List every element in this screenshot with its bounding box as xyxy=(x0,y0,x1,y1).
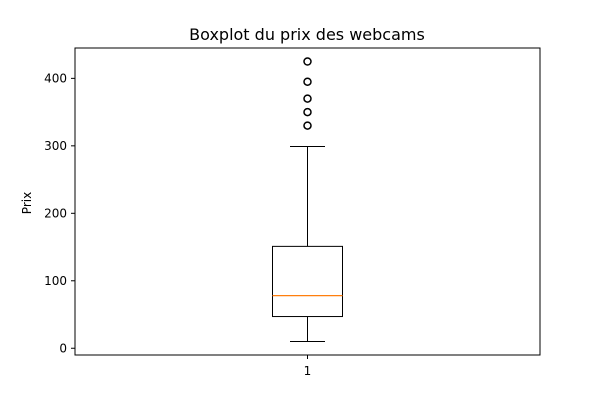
outlier-point xyxy=(303,121,312,130)
y-tick-label: 400 xyxy=(44,71,67,85)
plot-area: 0 100 200 300 400 1 xyxy=(44,57,343,378)
y-axis-label: Prix xyxy=(20,192,34,214)
y-tick-label: 200 xyxy=(44,206,67,220)
chart-title: Boxplot du prix des webcams xyxy=(189,25,425,44)
outlier-point xyxy=(303,77,312,86)
y-tick-label: 0 xyxy=(59,341,67,355)
outlier-point xyxy=(303,107,312,117)
outlier-point xyxy=(303,57,312,66)
plot-frame xyxy=(74,47,541,356)
x-tick-label: 1 xyxy=(304,364,312,378)
y-tick-label: 300 xyxy=(44,139,67,153)
y-tick-label: 100 xyxy=(44,274,67,288)
outlier-point xyxy=(303,94,312,103)
box-iqr xyxy=(272,245,343,318)
